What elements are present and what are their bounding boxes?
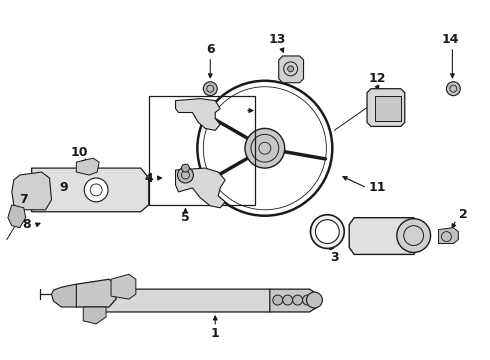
Circle shape xyxy=(446,82,460,96)
Bar xyxy=(149,96,255,205)
Polygon shape xyxy=(8,205,25,228)
Polygon shape xyxy=(367,89,405,126)
Polygon shape xyxy=(83,307,106,324)
Circle shape xyxy=(245,129,285,168)
Polygon shape xyxy=(175,168,225,208)
Polygon shape xyxy=(101,289,275,312)
Polygon shape xyxy=(51,284,76,307)
Text: 13: 13 xyxy=(269,33,287,46)
Text: 7: 7 xyxy=(19,193,28,206)
Circle shape xyxy=(283,295,293,305)
Text: 5: 5 xyxy=(181,211,190,224)
Circle shape xyxy=(181,164,190,172)
Circle shape xyxy=(316,220,339,243)
Text: 14: 14 xyxy=(441,33,459,46)
Circle shape xyxy=(311,215,344,248)
Polygon shape xyxy=(270,289,318,312)
Circle shape xyxy=(177,167,194,183)
Circle shape xyxy=(273,295,283,305)
Text: 10: 10 xyxy=(71,146,88,159)
Text: 12: 12 xyxy=(368,72,386,85)
Polygon shape xyxy=(439,228,458,243)
Polygon shape xyxy=(349,218,418,255)
Polygon shape xyxy=(32,168,149,212)
Polygon shape xyxy=(66,279,116,307)
Circle shape xyxy=(307,292,322,308)
Text: 6: 6 xyxy=(206,42,215,55)
Polygon shape xyxy=(175,99,220,130)
Polygon shape xyxy=(76,158,99,175)
Bar xyxy=(375,96,401,121)
Circle shape xyxy=(302,295,313,305)
Text: 3: 3 xyxy=(330,251,339,264)
Polygon shape xyxy=(111,274,136,299)
Polygon shape xyxy=(279,56,303,83)
Text: 11: 11 xyxy=(368,181,386,194)
Text: 9: 9 xyxy=(59,181,68,194)
Text: 1: 1 xyxy=(211,327,220,340)
Circle shape xyxy=(84,178,108,202)
Text: 2: 2 xyxy=(459,208,467,221)
Text: 8: 8 xyxy=(23,218,31,231)
Polygon shape xyxy=(12,172,51,210)
Circle shape xyxy=(293,295,302,305)
Circle shape xyxy=(203,82,217,96)
Circle shape xyxy=(397,219,431,252)
Circle shape xyxy=(288,66,294,72)
Text: 4: 4 xyxy=(145,171,153,185)
